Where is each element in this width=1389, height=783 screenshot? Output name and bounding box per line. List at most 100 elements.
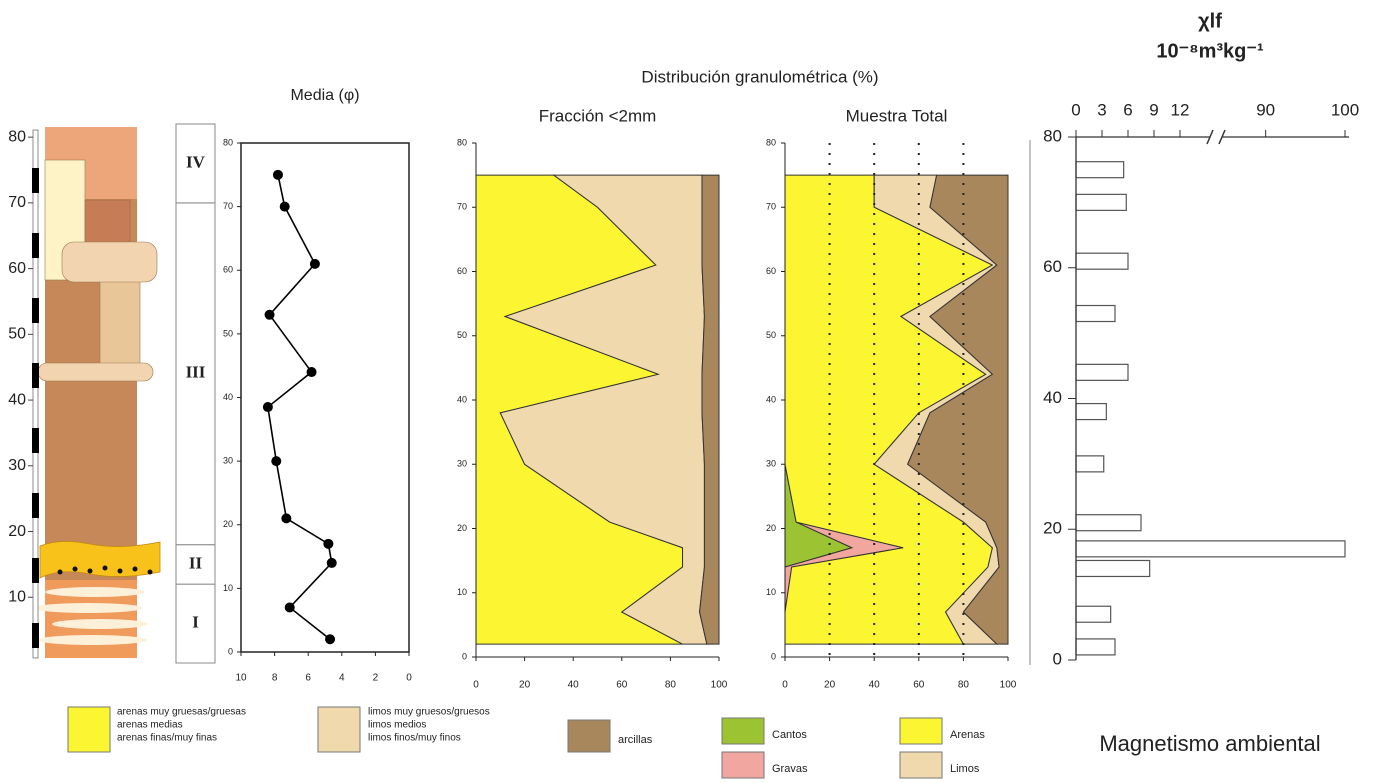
x-tick-label: 3 — [1097, 100, 1106, 119]
y-tick-label: 50 — [457, 330, 467, 340]
x-tick-label: 40 — [568, 680, 580, 691]
point — [279, 201, 290, 212]
ruler-mark — [32, 233, 39, 258]
layer — [61, 241, 158, 283]
point — [272, 169, 283, 180]
y-tick-label: 70 — [457, 202, 467, 212]
bar — [1075, 455, 1105, 473]
x-tick-label: 8 — [272, 673, 278, 684]
lens — [45, 587, 145, 597]
layer — [84, 199, 131, 249]
y-tick-label: 10 — [457, 587, 467, 597]
bar — [1075, 161, 1125, 179]
x-tick-label: 60 — [616, 680, 628, 691]
y-tick-label: 20 — [457, 523, 467, 533]
legend-swatch — [721, 751, 765, 779]
legend-swatch — [721, 717, 765, 745]
legend-label: arcillas — [618, 734, 653, 746]
y-tick-label: 80 — [1043, 126, 1062, 145]
ruler-mark — [32, 363, 39, 388]
bar — [1075, 193, 1127, 211]
dot — [132, 566, 138, 572]
y-tick-label: 30 — [223, 456, 233, 466]
y-tick-label: 60 — [457, 266, 467, 276]
bar — [1075, 304, 1116, 323]
x-tick-label: 4 — [339, 673, 345, 684]
area-segment — [907, 174, 1009, 645]
y-tick-label: 0 — [771, 651, 776, 661]
y-tick-label: 50 — [766, 330, 776, 340]
legend-swatch — [899, 717, 943, 745]
profile-line — [267, 174, 333, 640]
y-tick-label: 80 — [766, 137, 776, 147]
y-tick-label: 40 — [457, 394, 467, 404]
x-tick-label: 100 — [1331, 100, 1359, 119]
bar — [1075, 514, 1142, 532]
legend-swatch — [67, 706, 111, 753]
y-tick-label: 20 — [8, 523, 26, 540]
layer — [99, 279, 141, 371]
y-tick-label: 80 — [8, 128, 26, 145]
bar — [1075, 363, 1129, 381]
x-tick-label: 9 — [1149, 100, 1158, 119]
layer — [37, 362, 154, 382]
x-tick-label: 80 — [665, 680, 677, 691]
point — [309, 258, 320, 269]
x-tick-label: 20 — [519, 680, 531, 691]
point — [281, 513, 292, 524]
y-tick-label: 0 — [1053, 649, 1062, 668]
legend-label: Cantos — [772, 729, 807, 741]
ruler-mark — [32, 623, 39, 648]
y-tick-label: 50 — [223, 328, 233, 338]
lens — [37, 635, 147, 645]
x-tick-label: 60 — [913, 680, 925, 691]
unit-label: I — [192, 612, 199, 631]
ruler-marks — [32, 168, 39, 648]
y-tick-label: 10 — [766, 587, 776, 597]
y-tick-label: 80 — [457, 137, 467, 147]
unit-label: II — [189, 553, 203, 572]
bar — [1075, 402, 1107, 421]
y-tick-label: 60 — [8, 260, 26, 277]
area-segment — [699, 174, 720, 645]
point — [323, 538, 334, 549]
dot — [147, 569, 153, 575]
chart-title: Media (φ) — [290, 87, 359, 104]
plot-frame — [240, 142, 410, 653]
unit-box — [175, 583, 216, 664]
legend-label: arenas finas/muy finas — [117, 733, 217, 744]
legend-label: limos medios — [368, 720, 426, 731]
x-tick-label: 6 — [305, 673, 311, 684]
y-tick-label: 40 — [223, 392, 233, 402]
x-tick-label: 12 — [1171, 100, 1190, 119]
stratigraphic-column — [32, 127, 161, 659]
x-tick-label: 20 — [824, 680, 836, 691]
x-tick-label: 0 — [1071, 100, 1080, 119]
gravel-dots — [57, 565, 153, 575]
y-tick-label: 80 — [223, 137, 233, 147]
x-tick-label: 6 — [1123, 100, 1132, 119]
ruler-mark — [32, 558, 39, 583]
x-tick-label: 40 — [869, 680, 881, 691]
y-tick-label: 20 — [1043, 519, 1062, 538]
axis-break — [1206, 129, 1214, 145]
bar — [1075, 252, 1129, 270]
bar — [1075, 638, 1116, 656]
lens — [52, 619, 148, 629]
dot — [87, 568, 93, 574]
point — [326, 557, 337, 568]
x-tick-label: 2 — [373, 673, 379, 684]
y-tick-label: 0 — [462, 651, 467, 661]
legend-label: Limos — [950, 763, 980, 775]
chart-title: Fracción <2mm — [539, 106, 657, 125]
y-tick-label: 20 — [766, 523, 776, 533]
chart-title: χlf — [1198, 10, 1222, 32]
y-tick-label: 60 — [223, 265, 233, 275]
x-tick-label: 0 — [782, 680, 788, 691]
x-tick-label: 80 — [958, 680, 970, 691]
y-tick-label: 60 — [766, 266, 776, 276]
ruler-mark — [32, 428, 39, 453]
lens — [33, 603, 143, 613]
y-tick-label: 30 — [457, 459, 467, 469]
